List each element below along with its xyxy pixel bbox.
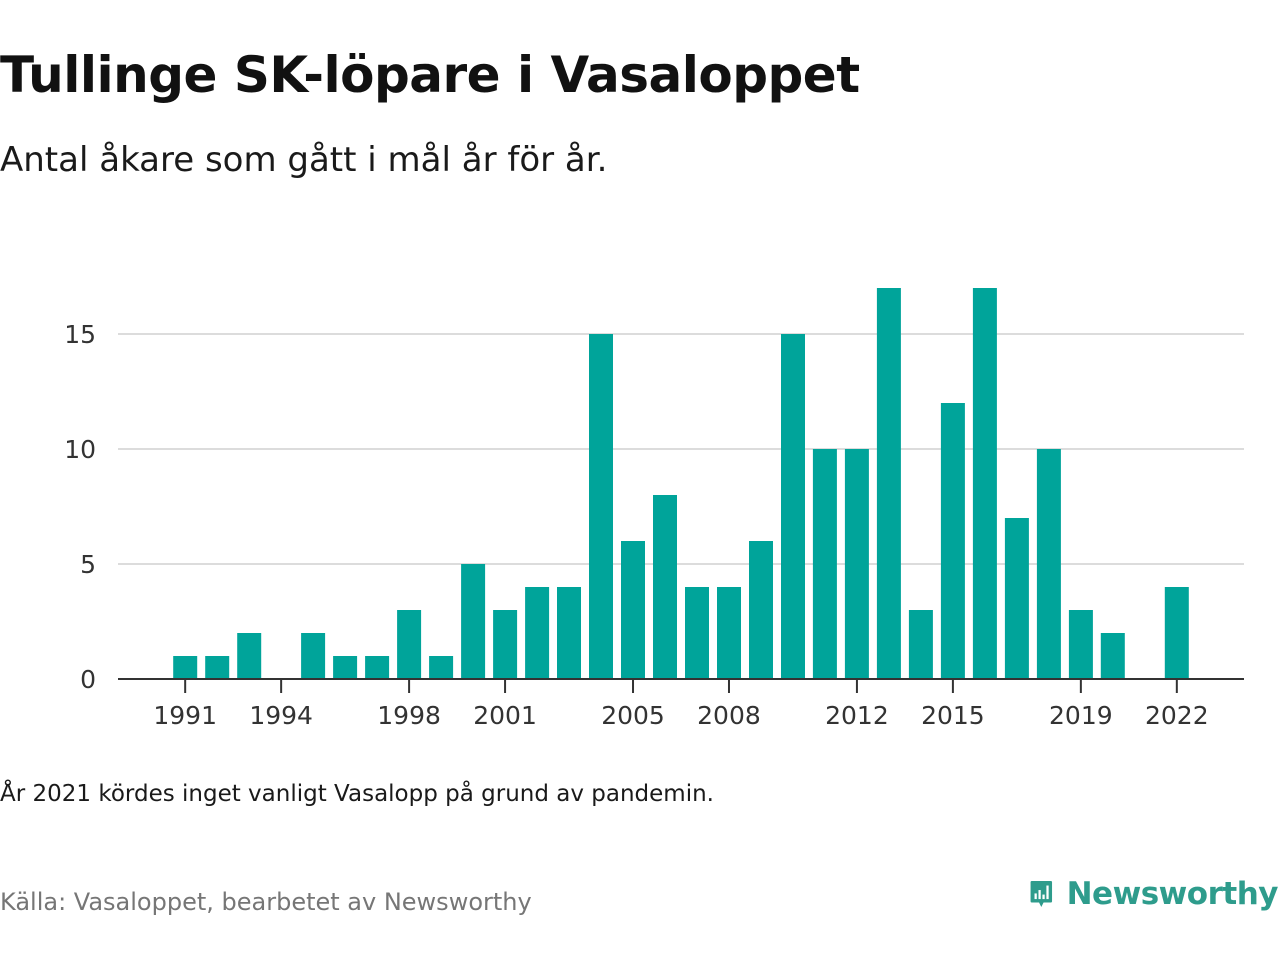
newsworthy-brand: Newsworthy [1030, 866, 1279, 922]
x-tick-label: 2015 [921, 701, 985, 730]
bar-1999 [429, 656, 454, 679]
bar-1992 [205, 656, 230, 679]
axes [118, 678, 1244, 693]
chart-subtitle: Antal åkare som gått i mål år för år. [0, 140, 608, 180]
bar-2017 [1004, 518, 1029, 679]
x-tick-label: 2012 [825, 701, 889, 730]
y-tick-label: 15 [64, 320, 96, 349]
x-tick-label: 1994 [249, 701, 313, 730]
bar-2019 [1068, 610, 1093, 679]
bar-2013 [876, 288, 901, 679]
bar-2005 [621, 541, 645, 679]
bar-2011 [812, 449, 837, 679]
bar-2004 [589, 334, 613, 679]
footnote: År 2021 kördes inget vanligt Vasalopp på… [0, 781, 714, 807]
y-tick-label: 5 [80, 550, 96, 579]
bar-1998 [397, 610, 422, 679]
bar-2007 [685, 587, 709, 679]
chart-title: Tullinge SK-löpare i Vasaloppet [0, 46, 860, 104]
bar-2018 [1036, 449, 1061, 679]
bar-1993 [237, 633, 262, 679]
x-tick-label: 2008 [697, 701, 761, 730]
bar-1997 [365, 656, 390, 679]
gridlines [118, 333, 1244, 565]
bar-2015 [940, 403, 965, 679]
y-tick-label: 10 [64, 435, 96, 464]
x-tick-label: 2001 [473, 701, 537, 730]
x-tick-label: 1998 [377, 701, 441, 730]
x-tick-labels: 1991 1994 1998 2001 2005 2008 2012 2015 2019 2022 [153, 701, 1208, 730]
bar-2000 [461, 564, 486, 679]
x-tick-label: 2019 [1049, 701, 1113, 730]
x-tick-label: 2022 [1145, 701, 1209, 730]
y-tick-labels: 0 5 10 15 [64, 320, 96, 694]
x-tick-label: 1991 [153, 701, 217, 730]
bar-2020 [1100, 633, 1125, 679]
bar-1995 [301, 633, 326, 679]
y-tick-label: 0 [80, 665, 96, 694]
bar-1996 [333, 656, 358, 679]
bar-2014 [908, 610, 933, 679]
source-line: Källa: Vasaloppet, bearbetet av Newswort… [0, 888, 532, 916]
newsworthy-logo-icon [1030, 880, 1053, 908]
bar-2022 [1164, 587, 1189, 679]
x-tick-label: 2005 [601, 701, 665, 730]
bar-2003 [557, 587, 581, 679]
bar-2009 [749, 541, 773, 679]
bar-2008 [717, 587, 741, 679]
brand-name: Newsworthy [1066, 876, 1279, 912]
bar-2001 [493, 610, 518, 679]
bar-2006 [653, 495, 677, 679]
bar-1991 [173, 656, 198, 679]
bar-chart: 0 5 10 15 1991 1994 1998 2001 2005 2008 2012 2015 2… [64, 288, 1244, 730]
bar-2016 [972, 288, 997, 679]
bars [173, 288, 1189, 679]
bar-2010 [781, 334, 805, 679]
bar-2012 [844, 449, 869, 679]
bar-2002 [525, 587, 550, 679]
